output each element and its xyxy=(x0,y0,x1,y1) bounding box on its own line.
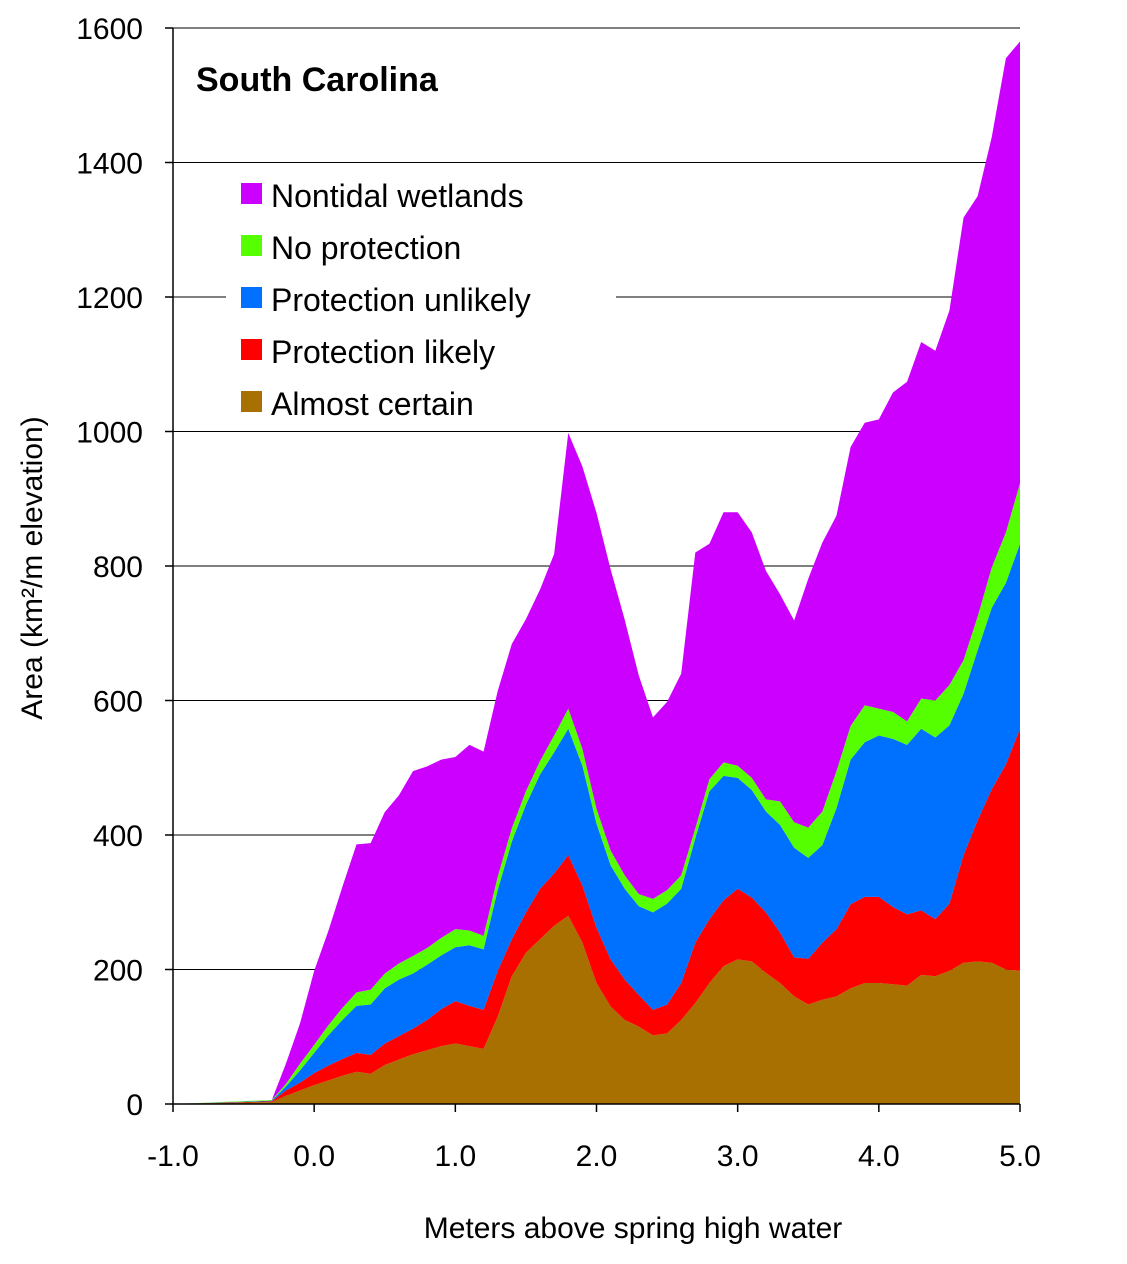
chart-title: South Carolina xyxy=(196,61,439,99)
x-tick-label-0: -1.0 xyxy=(147,1140,199,1173)
x-tick-label-4: 3.0 xyxy=(717,1140,759,1173)
x-tick-label-3: 2.0 xyxy=(576,1140,618,1173)
legend-label-no-protection: No protection xyxy=(271,230,461,266)
y-tick-label-0: 0 xyxy=(126,1089,143,1122)
legend-label-nontidal-wetlands: Nontidal wetlands xyxy=(271,178,524,214)
y-tick-label-3: 600 xyxy=(93,686,143,719)
legend-swatch-almost-certain xyxy=(241,391,262,412)
y-tick-label-4: 800 xyxy=(93,551,143,584)
plot-areas xyxy=(173,41,1020,1105)
y-tick-label-7: 1400 xyxy=(76,148,143,181)
y-tick-label-8: 1600 xyxy=(76,13,143,46)
area-nontidal-wetlands xyxy=(173,41,1020,1105)
y-tick-label-5: 1000 xyxy=(76,417,143,450)
legend-swatch-protection-unlikely xyxy=(241,287,262,308)
legend-swatch-protection-likely xyxy=(241,339,262,360)
x-tick-label-6: 5.0 xyxy=(999,1140,1041,1173)
y-tick-label-1: 200 xyxy=(93,955,143,988)
area-protection-likely xyxy=(173,728,1020,1104)
y-tick-label-6: 1200 xyxy=(76,282,143,315)
legend-swatch-no-protection xyxy=(241,235,262,256)
axes: 0 200 400 600 800 1000 1200 1400 1600 -1.0 0.0 1.0 2… xyxy=(76,13,1041,1173)
area-almost-certain xyxy=(173,915,1020,1104)
legend-label-protection-unlikely: Protection unlikely xyxy=(271,282,531,318)
legend-label-almost-certain: Almost certain xyxy=(271,386,474,422)
x-tick-label-2: 1.0 xyxy=(434,1140,476,1173)
legend-box xyxy=(226,168,616,428)
legend-label-protection-likely: Protection likely xyxy=(271,334,495,370)
x-axis-title: Meters above spring high water xyxy=(424,1212,843,1245)
y-tick-label-2: 400 xyxy=(93,820,143,853)
legend-swatch-nontidal-wetlands xyxy=(241,183,262,204)
x-tick-label-1: 0.0 xyxy=(293,1140,335,1173)
legend: Nontidal wetlands No protection Protection… xyxy=(226,168,616,428)
x-tick-label-5: 4.0 xyxy=(858,1140,900,1173)
y-axis-title: Area (km²/m elevation) xyxy=(16,416,49,719)
area-protection-unlikely xyxy=(173,543,1020,1104)
